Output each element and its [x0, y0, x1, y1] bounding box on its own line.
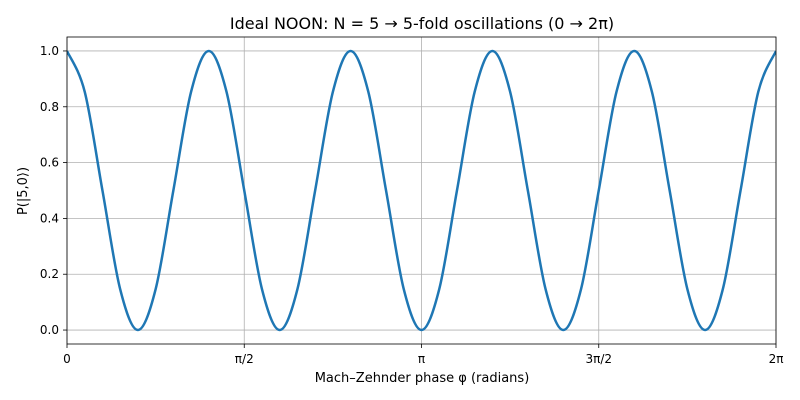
y-tick-label: 1.0 — [40, 44, 59, 58]
x-tick-label: π — [418, 352, 425, 366]
chart-title: Ideal NOON: N = 5 → 5-fold oscillations … — [230, 14, 614, 33]
y-tick-label: 0.6 — [40, 156, 59, 170]
x-tick-label: 3π/2 — [585, 352, 612, 366]
x-tick-label: 2π — [769, 352, 784, 366]
series-line — [67, 49, 776, 332]
x-tick-label: 0 — [63, 352, 71, 366]
y-tick-label: 0.4 — [40, 211, 59, 225]
x-tick-label: π/2 — [235, 352, 254, 366]
x-axis: 0 π/2 π 3π/2 2π — [63, 344, 783, 366]
y-tick-label: 0.8 — [40, 100, 59, 114]
y-tick-label: 0.0 — [40, 323, 59, 337]
y-axis: 0.0 0.2 0.4 0.6 0.8 1.0 — [40, 44, 67, 337]
y-tick-label: 0.2 — [40, 267, 59, 281]
x-axis-label: Mach–Zehnder phase φ (radians) — [315, 371, 530, 386]
series-layer — [67, 49, 776, 332]
y-axis-label: P(|5,0⟩) — [16, 167, 31, 215]
